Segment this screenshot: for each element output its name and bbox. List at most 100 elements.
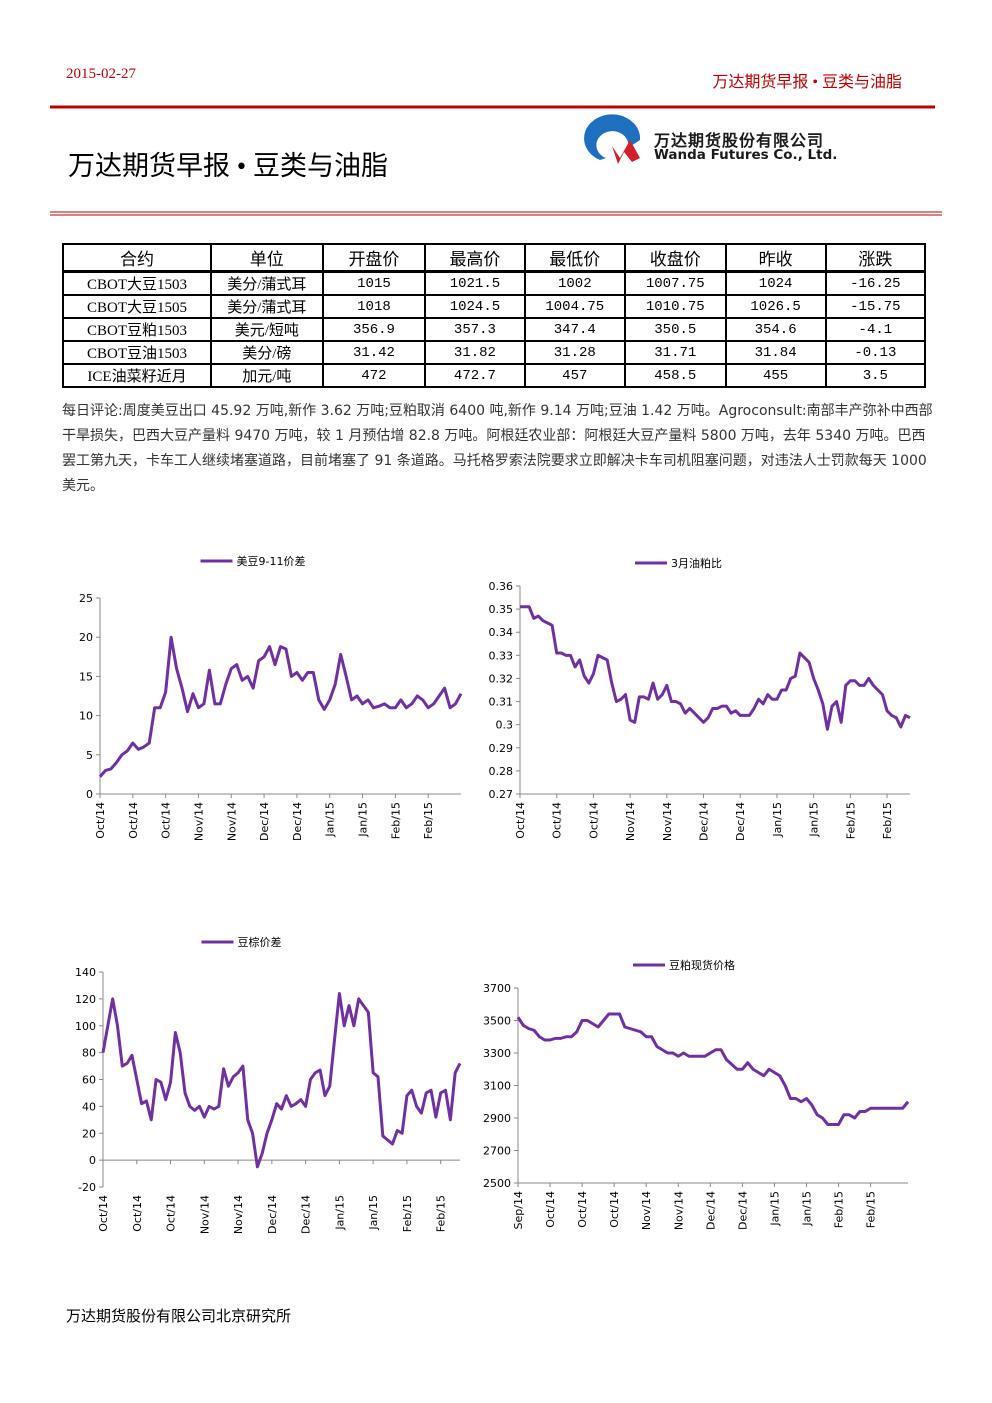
x-tick-label: Oct/14	[608, 1191, 621, 1228]
table-cell: CBOT豆油1503	[62, 340, 212, 365]
x-tick-label: Feb/15	[401, 1195, 414, 1232]
data-line	[98, 635, 463, 778]
table-cell: 美元/短吨	[209, 317, 324, 342]
table-row: ICE油菜籽近月 加元/吨 472 472.7 457 458.5 455 3.5	[62, 363, 927, 388]
header-cell: 昨收	[724, 243, 827, 273]
header-title: 万达期货早报 • 豆类与油脂	[712, 74, 902, 91]
header-cell: 开盘价	[321, 243, 427, 273]
table-cell: CBOT豆粕1503	[62, 317, 212, 342]
legend-label: 豆粕现货价格	[669, 958, 735, 972]
x-tick-label: Feb/15	[865, 1191, 878, 1228]
x-tick-label: Dec/14	[698, 802, 711, 841]
x-tick-label: Nov/14	[640, 1191, 653, 1230]
x-tick-label: Jan/15	[808, 802, 821, 838]
x-tick-label: Feb/15	[844, 802, 857, 839]
x-tick-label: Oct/14	[544, 1191, 557, 1228]
table-cell: 美分/磅	[209, 340, 324, 365]
table-cell: -4.1	[824, 317, 927, 342]
y-tick-label: 0	[89, 1154, 96, 1167]
x-tick-label: Jan/15	[768, 1191, 781, 1227]
report-title: 万达期货早报 • 豆类与油脂	[68, 151, 388, 181]
table-cell: 455	[724, 363, 827, 388]
y-tick-label: 120	[75, 993, 96, 1006]
x-tick-label: Nov/14	[672, 1191, 685, 1230]
x-tick-label: Dec/14	[266, 1195, 279, 1234]
y-tick-label: 0.32	[489, 672, 514, 685]
table-cell: 472	[321, 363, 427, 388]
table-cell: -15.75	[824, 294, 927, 319]
table-cell: CBOT大豆1503	[62, 270, 212, 296]
table-cell: 354.6	[724, 317, 827, 342]
y-tick-label: 40	[82, 1100, 96, 1113]
y-tick-label: 60	[82, 1074, 96, 1087]
x-tick-label: Dec/14	[736, 1191, 749, 1230]
x-tick-label: Sep/14	[512, 1191, 525, 1229]
header-date: 2015-02-27	[66, 66, 136, 82]
header-cell: 合约	[62, 243, 212, 273]
logo-name-en: Wanda Futures Co., Ltd.	[654, 147, 838, 163]
y-tick-label: 140	[75, 966, 96, 979]
commentary: 每日评论:周度美豆出口 45.92 万吨,新作 3.62 万吨;豆粕取消 640…	[62, 403, 933, 494]
data-line	[101, 992, 462, 1169]
table-cell: 31.71	[624, 340, 727, 365]
x-tick-label: Nov/14	[225, 802, 238, 841]
table-cell: 美分/蒲式耳	[209, 294, 324, 319]
table-cell: CBOT大豆1505	[62, 294, 212, 319]
table-cell: 31.84	[724, 340, 827, 365]
table-cell: -0.13	[824, 340, 927, 365]
y-tick-label: 0.33	[489, 649, 514, 662]
data-line	[520, 605, 911, 731]
x-tick-label: Jan/15	[771, 802, 784, 838]
table-cell: -16.25	[824, 270, 927, 296]
x-tick-label: Oct/14	[165, 1195, 178, 1232]
x-tick-label: Feb/15	[833, 1191, 846, 1228]
table-cell: 3.5	[824, 363, 927, 388]
table-cell: 350.5	[624, 317, 727, 342]
x-tick-label: Dec/14	[258, 802, 271, 841]
table-cell: 472.7	[424, 363, 526, 388]
table-cell: 347.4	[523, 317, 627, 342]
logo-name: 万达期货股份有限公司	[654, 131, 825, 150]
x-tick-label: Oct/14	[576, 1191, 589, 1228]
x-tick-label: Dec/14	[291, 802, 304, 841]
header-row: 合约 单位 开盘价 最高价 最低价 收盘价 昨收 涨跌	[62, 243, 927, 273]
table-cell: 1010.75	[624, 294, 727, 319]
table-cell: 1024	[724, 270, 827, 296]
y-tick-label: 0.28	[489, 765, 514, 778]
x-tick-label: Oct/14	[551, 802, 564, 839]
y-tick-label: 0.27	[489, 788, 514, 801]
x-tick-label: Nov/14	[661, 802, 674, 841]
legend-label: 美豆9-11价差	[237, 554, 306, 568]
x-tick-label: Jan/15	[367, 1195, 380, 1231]
table-cell: 357.3	[424, 317, 526, 342]
x-tick-label: Jan/15	[357, 802, 370, 838]
table-cell: 1021.5	[424, 270, 526, 296]
table-row: CBOT豆油1503 美分/磅 31.42 31.82 31.28 31.71 31.84-…	[62, 340, 927, 365]
table-cell: 356.9	[321, 317, 427, 342]
legend-label: 豆棕价差	[238, 935, 282, 949]
x-tick-label: Jan/15	[800, 1191, 813, 1227]
header-cell: 最高价	[424, 243, 526, 273]
x-tick-label: Dec/14	[734, 802, 747, 841]
x-tick-label: Oct/14	[94, 802, 107, 839]
y-tick-label: 80	[82, 1047, 96, 1060]
y-tick-label: -20	[78, 1181, 96, 1194]
y-tick-label: 0.31	[489, 696, 514, 709]
x-tick-label: Dec/14	[300, 1195, 313, 1234]
table-cell: 美分/蒲式耳	[209, 270, 324, 296]
y-tick-label: 0.35	[489, 603, 514, 616]
y-tick-label: 0.36	[489, 580, 514, 593]
y-tick-label: 25	[79, 592, 93, 605]
x-tick-label: Nov/14	[198, 1195, 211, 1234]
x-tick-label: Jan/15	[324, 802, 337, 838]
header-cell: 最低价	[523, 243, 627, 273]
x-tick-label: Nov/14	[624, 802, 637, 841]
footer: 万达期货股份有限公司北京研究所	[66, 1307, 292, 1325]
table-cell: 1018	[321, 294, 427, 319]
logo-mark	[584, 114, 641, 164]
table-cell: 31.42	[321, 340, 427, 365]
y-tick-label: 100	[75, 1020, 96, 1033]
y-tick-label: 20	[79, 631, 93, 644]
